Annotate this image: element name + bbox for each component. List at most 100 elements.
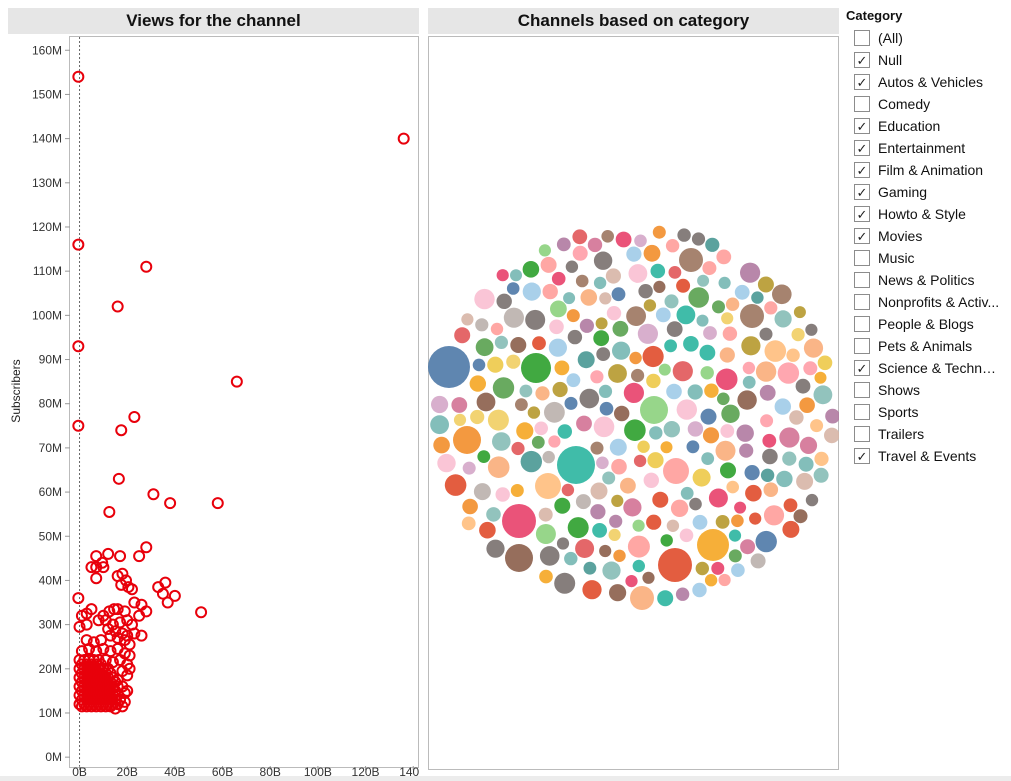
channel-bubble[interactable] xyxy=(779,427,800,448)
channel-bubble[interactable] xyxy=(715,515,730,529)
channel-bubble[interactable] xyxy=(510,269,522,282)
channel-bubble[interactable] xyxy=(702,427,720,444)
channel-bubble[interactable] xyxy=(646,514,662,530)
channel-bubble[interactable] xyxy=(557,446,595,484)
bubble-plot-area[interactable] xyxy=(428,36,839,770)
channel-bubble[interactable] xyxy=(666,321,683,337)
scatter-point[interactable] xyxy=(103,505,116,518)
channel-bubble[interactable] xyxy=(556,537,570,550)
channel-bubble[interactable] xyxy=(658,548,692,582)
channel-bubble[interactable] xyxy=(700,366,714,380)
channel-bubble[interactable] xyxy=(741,336,761,356)
channel-bubble[interactable] xyxy=(515,398,528,411)
channel-bubble[interactable] xyxy=(506,354,521,369)
channel-bubble[interactable] xyxy=(722,326,738,341)
channel-bubble[interactable] xyxy=(786,348,800,362)
channel-bubble[interactable] xyxy=(814,451,829,466)
scatter-point[interactable] xyxy=(133,550,146,563)
channel-bubble[interactable] xyxy=(647,452,664,469)
category-filter-item[interactable]: News & Politics xyxy=(846,269,1006,291)
category-filter-item[interactable]: ✓ Movies xyxy=(846,225,1006,247)
scatter-point[interactable] xyxy=(115,578,128,591)
channel-bubble[interactable] xyxy=(430,415,449,435)
channel-bubble[interactable] xyxy=(650,263,666,279)
channel-bubble[interactable] xyxy=(549,319,564,335)
scatter-chart[interactable]: 0M 10M 20M 30M 40M 50M 60M 70M 80M 90M 100M 110M 120… xyxy=(0,0,420,776)
channel-bubble[interactable] xyxy=(772,284,792,305)
channel-bubble[interactable] xyxy=(461,516,476,531)
category-filter-item[interactable]: ✓ Travel & Events xyxy=(846,445,1006,467)
scatter-point[interactable] xyxy=(111,603,124,616)
channel-bubble[interactable] xyxy=(715,440,736,461)
scatter-point[interactable] xyxy=(135,629,148,642)
channel-bubble[interactable] xyxy=(677,228,691,242)
channel-bubble[interactable] xyxy=(643,244,661,262)
checkbox-unchecked-icon[interactable] xyxy=(854,30,870,46)
scatter-point[interactable] xyxy=(147,488,160,501)
channel-bubble[interactable] xyxy=(590,441,604,455)
channel-bubble[interactable] xyxy=(803,338,824,358)
scatter-point[interactable] xyxy=(90,550,103,563)
channel-bubble[interactable] xyxy=(663,458,689,484)
channel-bubble[interactable] xyxy=(612,320,629,337)
channel-bubble[interactable] xyxy=(474,288,495,310)
channel-bubble[interactable] xyxy=(623,498,642,517)
checkbox-unchecked-icon[interactable] xyxy=(854,316,870,332)
scatter-point[interactable] xyxy=(397,132,410,145)
checkbox-checked-icon[interactable]: ✓ xyxy=(854,184,870,200)
channel-bubble[interactable] xyxy=(716,249,732,265)
channel-bubble[interactable] xyxy=(626,306,646,326)
scatter-point[interactable] xyxy=(111,631,124,644)
checkbox-checked-icon[interactable]: ✓ xyxy=(854,206,870,222)
channel-bubble[interactable] xyxy=(494,335,508,349)
channel-bubble[interactable] xyxy=(764,301,778,315)
channel-bubble[interactable] xyxy=(550,300,567,318)
scatter-point[interactable] xyxy=(211,497,224,510)
channel-bubble[interactable] xyxy=(575,494,591,510)
channel-bubble[interactable] xyxy=(629,351,642,365)
scatter-point[interactable] xyxy=(159,576,172,589)
channel-bubble[interactable] xyxy=(631,368,645,383)
channel-bubble[interactable] xyxy=(655,307,671,323)
channel-bubble[interactable] xyxy=(525,309,546,330)
channel-bubble[interactable] xyxy=(731,563,745,577)
channel-bubble[interactable] xyxy=(805,323,818,336)
channel-bubble[interactable] xyxy=(548,435,561,448)
channel-bubble[interactable] xyxy=(796,472,814,490)
channel-bubble[interactable] xyxy=(601,230,614,243)
channel-bubble[interactable] xyxy=(731,514,744,528)
channel-bubble[interactable] xyxy=(692,514,708,530)
channel-bubble[interactable] xyxy=(697,529,729,561)
channel-bubble[interactable] xyxy=(742,375,756,389)
channel-bubble[interactable] xyxy=(428,346,470,388)
channel-bubble[interactable] xyxy=(605,268,621,284)
channel-bubble[interactable] xyxy=(538,507,553,522)
checkbox-unchecked-icon[interactable] xyxy=(854,272,870,288)
channel-bubble[interactable] xyxy=(496,293,512,309)
channel-bubble[interactable] xyxy=(492,432,511,451)
channel-bubble[interactable] xyxy=(554,572,576,594)
channel-bubble[interactable] xyxy=(664,294,679,309)
channel-bubble[interactable] xyxy=(477,450,491,463)
channel-bubble[interactable] xyxy=(643,299,657,312)
scatter-point[interactable] xyxy=(80,618,93,631)
channel-bubble[interactable] xyxy=(576,415,592,432)
scatter-point[interactable] xyxy=(72,340,85,353)
channel-bubble[interactable] xyxy=(728,549,742,563)
channel-bubble[interactable] xyxy=(726,480,739,494)
channel-bubble[interactable] xyxy=(475,318,489,332)
channel-bubble[interactable] xyxy=(602,471,616,485)
channel-bubble[interactable] xyxy=(510,337,527,353)
channel-bubble[interactable] xyxy=(608,528,621,541)
channel-bubble[interactable] xyxy=(475,338,494,357)
channel-bubble[interactable] xyxy=(712,300,725,314)
channel-bubble[interactable] xyxy=(675,587,690,601)
bubble-chart[interactable] xyxy=(428,36,839,770)
scatter-point[interactable] xyxy=(111,698,124,711)
channel-bubble[interactable] xyxy=(666,383,682,400)
scatter-point[interactable] xyxy=(111,680,124,693)
channel-bubble[interactable] xyxy=(708,488,728,508)
channel-bubble[interactable] xyxy=(676,278,691,293)
channel-bubble[interactable] xyxy=(813,385,833,405)
channel-bubble[interactable] xyxy=(552,381,568,398)
